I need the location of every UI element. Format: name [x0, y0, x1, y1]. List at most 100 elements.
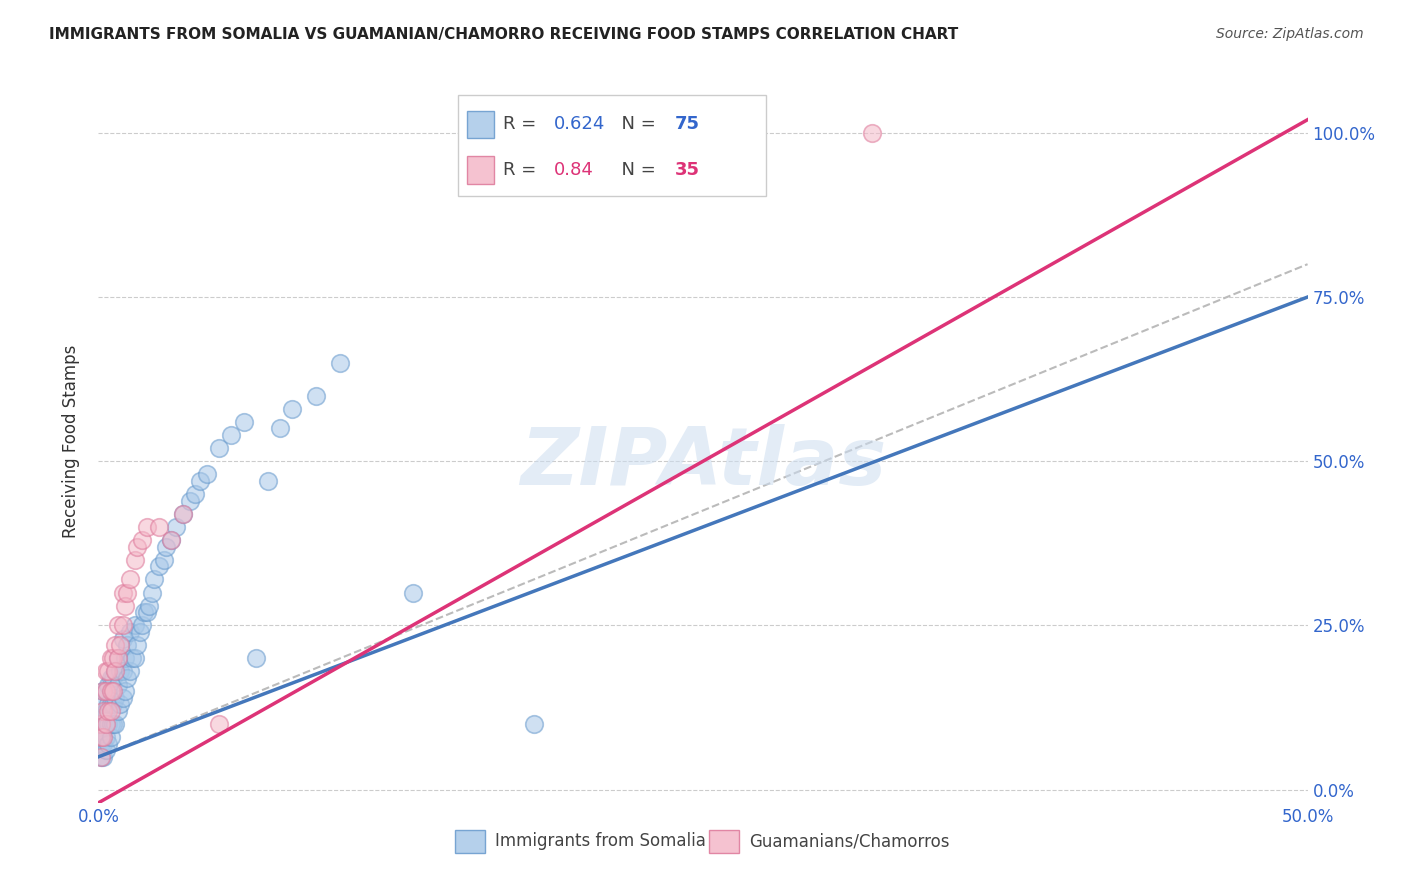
Point	[127, 638, 149, 652]
Point	[232, 415, 254, 429]
Point	[131, 618, 153, 632]
Point	[100, 671, 122, 685]
Point	[91, 749, 114, 764]
Point	[104, 717, 127, 731]
Point	[94, 717, 117, 731]
Point	[114, 599, 136, 613]
Point	[111, 665, 134, 679]
FancyBboxPatch shape	[457, 95, 766, 196]
Point	[101, 717, 124, 731]
Point	[111, 632, 134, 646]
Point	[329, 356, 352, 370]
Point	[160, 533, 183, 547]
Point	[91, 704, 114, 718]
Bar	[467, 156, 494, 184]
Bar	[456, 830, 485, 854]
Point	[97, 677, 120, 691]
Point	[134, 605, 156, 619]
Point	[111, 618, 134, 632]
Point	[152, 553, 174, 567]
Text: Source: ZipAtlas.com: Source: ZipAtlas.com	[1216, 27, 1364, 41]
Text: Immigrants from Somalia: Immigrants from Somalia	[495, 832, 706, 850]
Point	[90, 717, 112, 731]
Point	[94, 743, 117, 757]
Point	[101, 698, 124, 712]
Point	[138, 599, 160, 613]
Point	[143, 573, 166, 587]
Point	[97, 698, 120, 712]
Point	[108, 638, 131, 652]
Point	[94, 704, 117, 718]
Point	[131, 533, 153, 547]
Point	[100, 698, 122, 712]
Point	[91, 730, 114, 744]
Point	[148, 520, 170, 534]
Bar	[709, 830, 740, 854]
Point	[107, 651, 129, 665]
Point	[208, 441, 231, 455]
Point	[91, 737, 114, 751]
Point	[101, 651, 124, 665]
Point	[402, 585, 425, 599]
Text: 35: 35	[675, 161, 700, 179]
Point	[91, 684, 114, 698]
Point	[128, 625, 150, 640]
Text: Guamanians/Chamorros: Guamanians/Chamorros	[749, 832, 949, 850]
Point	[94, 717, 117, 731]
Point	[90, 730, 112, 744]
Point	[100, 651, 122, 665]
Point	[107, 651, 129, 665]
Y-axis label: Receiving Food Stamps: Receiving Food Stamps	[62, 345, 80, 538]
Text: R =: R =	[503, 115, 543, 133]
Point	[91, 710, 114, 724]
Point	[91, 684, 114, 698]
Point	[114, 684, 136, 698]
Point	[117, 638, 139, 652]
Point	[94, 684, 117, 698]
Point	[155, 540, 177, 554]
Point	[860, 126, 883, 140]
Point	[141, 585, 163, 599]
Point	[165, 520, 187, 534]
Text: 0.84: 0.84	[554, 161, 595, 179]
Point	[124, 618, 146, 632]
Point	[135, 605, 157, 619]
Point	[90, 749, 112, 764]
Point	[135, 520, 157, 534]
Point	[97, 737, 120, 751]
Text: 0.624: 0.624	[554, 115, 606, 133]
Point	[118, 665, 141, 679]
Point	[94, 730, 117, 744]
Point	[281, 401, 304, 416]
Point	[118, 573, 141, 587]
Point	[118, 625, 141, 640]
Point	[90, 749, 112, 764]
Point	[160, 533, 183, 547]
Point	[90, 717, 112, 731]
Point	[100, 730, 122, 744]
Point	[172, 507, 194, 521]
Bar	[467, 111, 494, 138]
Point	[117, 585, 139, 599]
Point	[127, 540, 149, 554]
Point	[124, 651, 146, 665]
Text: 75: 75	[675, 115, 700, 133]
Text: R =: R =	[503, 161, 543, 179]
Point	[184, 487, 207, 501]
Point	[94, 665, 117, 679]
Point	[104, 665, 127, 679]
Point	[121, 651, 143, 665]
Point	[108, 665, 131, 679]
Point	[100, 717, 122, 731]
Point	[305, 388, 328, 402]
Point	[179, 493, 201, 508]
Point	[100, 704, 122, 718]
Point	[221, 428, 243, 442]
Point	[245, 651, 267, 665]
Point	[172, 507, 194, 521]
Point	[269, 421, 291, 435]
Point	[124, 553, 146, 567]
Point	[107, 677, 129, 691]
Point	[101, 684, 124, 698]
Text: N =: N =	[610, 161, 661, 179]
